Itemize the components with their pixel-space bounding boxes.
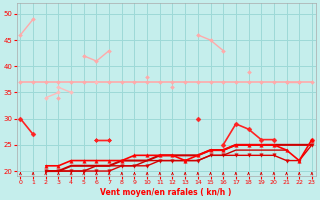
X-axis label: Vent moyen/en rafales ( kn/h ): Vent moyen/en rafales ( kn/h ) (100, 188, 232, 197)
